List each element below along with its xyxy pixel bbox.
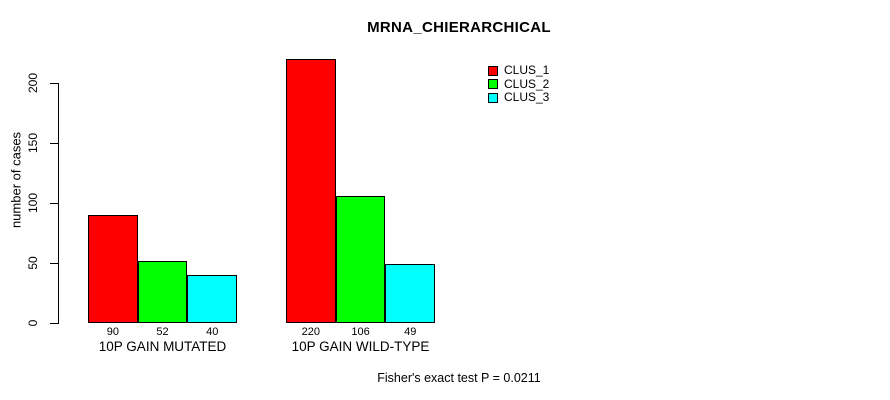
legend-label: CLUS_1 [504, 63, 550, 78]
bar-clus_3-group1 [187, 275, 238, 323]
y-axis-label: number of cases [8, 131, 24, 229]
bar-value-label: 40 [206, 326, 219, 338]
y-axis-tick [50, 203, 58, 204]
y-axis-tick [50, 323, 58, 324]
y-axis-tick-label: 100 [26, 192, 40, 214]
legend-swatch-icon [488, 65, 498, 76]
y-axis-tick-label: 200 [26, 72, 40, 94]
bar-clus_2-group2 [335, 195, 386, 323]
bar-clus_2-group1 [137, 260, 188, 323]
y-axis-tick [50, 143, 58, 144]
legend-item: CLUS_1 [488, 64, 549, 78]
y-axis-tick [50, 263, 58, 264]
bar-clus_1-group2 [286, 59, 336, 323]
bar-value-label: 49 [404, 326, 417, 338]
legend-swatch-icon [488, 92, 498, 103]
legend-label: CLUS_2 [504, 76, 550, 91]
bar-value-label: 90 [106, 326, 119, 338]
bar-value-label: 220 [301, 326, 321, 338]
legend: CLUS_1 CLUS_2 CLUS_3 [488, 64, 549, 105]
y-axis-line [58, 83, 59, 324]
bar-clus_1-group1 [88, 215, 138, 323]
y-axis-tick-label: 150 [26, 132, 40, 154]
y-axis-tick [50, 83, 58, 84]
bar-value-label: 52 [156, 326, 169, 338]
x-axis-category-label: 10P GAIN WILD-TYPE [291, 339, 430, 354]
legend-item: CLUS_3 [488, 91, 549, 105]
y-axis-tick-label: 50 [26, 256, 40, 270]
legend-swatch-icon [488, 79, 498, 90]
chart-title: MRNA_CHIERARCHICAL [367, 19, 551, 36]
legend-label: CLUS_3 [504, 90, 550, 105]
bar-clus_3-group2 [385, 264, 436, 323]
x-axis-category-label: 10P GAIN MUTATED [98, 339, 227, 354]
footnote: Fisher's exact test P = 0.0211 [377, 371, 541, 385]
y-axis-tick-label: 0 [26, 319, 40, 327]
legend-item: CLUS_2 [488, 76, 550, 92]
bar-value-label: 106 [351, 326, 370, 338]
